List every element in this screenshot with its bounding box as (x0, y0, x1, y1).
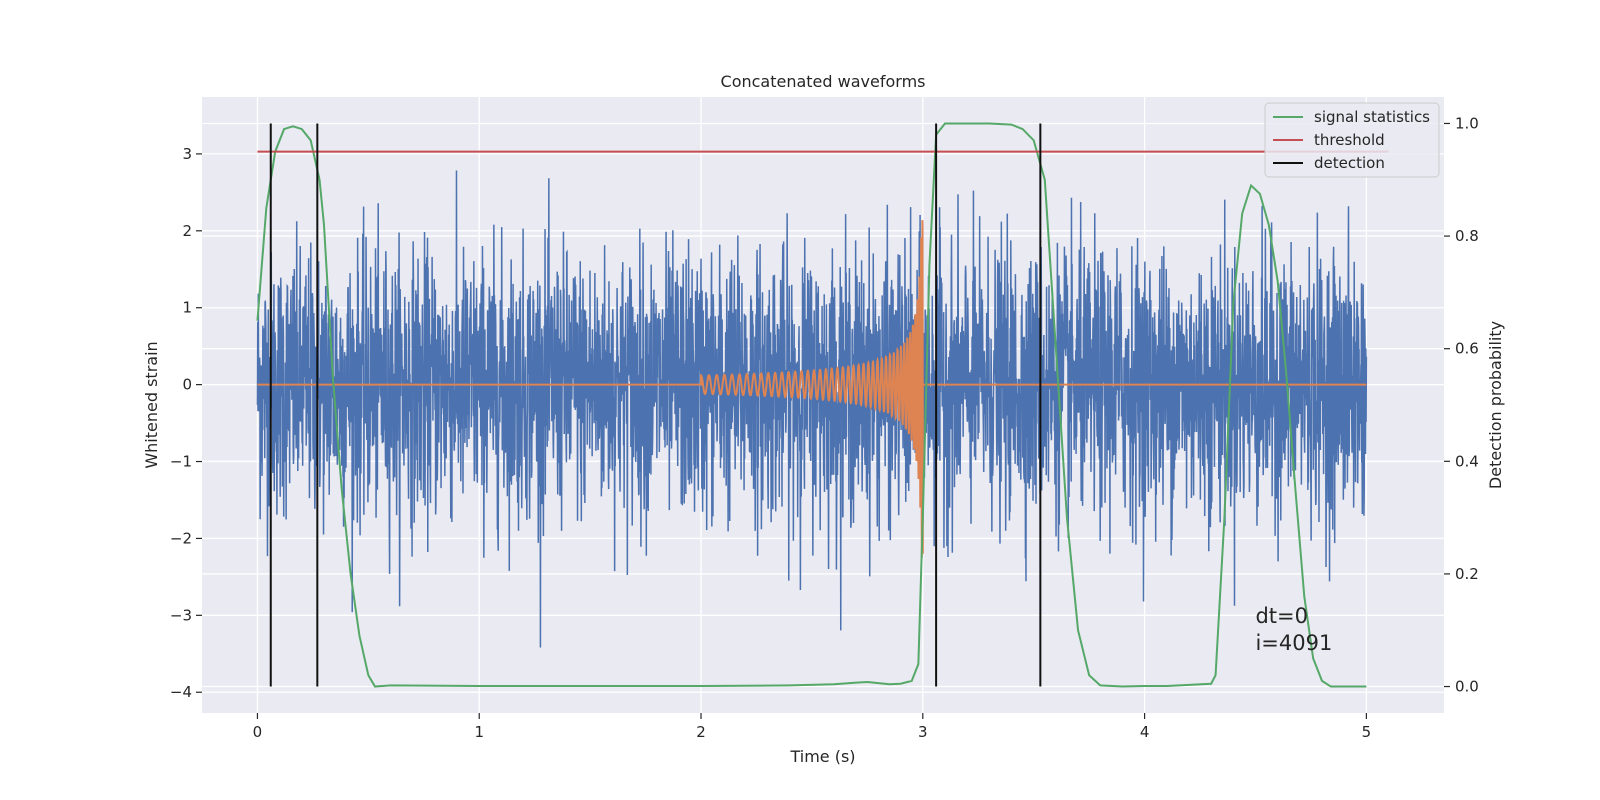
y-axis-title: Whitened strain (142, 341, 161, 468)
legend-box (1264, 102, 1440, 178)
annotation-dt: dt=0 (1255, 604, 1308, 628)
x-tick-label: 2 (696, 723, 706, 741)
x-tick-label: 3 (918, 723, 928, 741)
x-tick-label: 1 (474, 723, 484, 741)
legend-label-signal-statistics: signal statistics (1314, 108, 1430, 126)
y2-tick-label: 1.0 (1455, 114, 1479, 132)
y2-tick-label: 0.2 (1455, 565, 1479, 583)
x-tick-label: 4 (1140, 723, 1150, 741)
x-axis-title: Time (s) (789, 747, 855, 766)
y2-tick-label: 0.8 (1455, 227, 1479, 245)
legend-label-detection: detection (1314, 154, 1385, 172)
y2-axis-title: Detection probability (1486, 321, 1505, 489)
y-tick-label: 0 (182, 376, 192, 394)
axis-ticks: 0 1 2 3 4 5 −4 −3 −2 −1 0 1 2 3 0.0 0.2 0.4 0.6 0.8 1.0 (170, 114, 1479, 741)
y-tick-label: −2 (170, 529, 192, 547)
legend: signal statistics threshold detection (1264, 102, 1440, 178)
annotation-index: i=4091 (1255, 631, 1332, 655)
y2-tick-label: 0.4 (1455, 452, 1479, 470)
x-tick-label: 0 (253, 723, 263, 741)
y-tick-label: −3 (170, 606, 192, 624)
noise-series-line (256, 170, 1368, 648)
y-tick-label: 3 (182, 145, 192, 163)
x-tick-label: 5 (1362, 723, 1372, 741)
series-group (256, 122, 1389, 688)
chirp-series-line (257, 220, 1367, 558)
y2-tick-label: 0.6 (1455, 340, 1479, 358)
y2-tick-label: 0.0 (1455, 678, 1479, 696)
signal-statistics-line (256, 122, 1367, 688)
chart-title: Concatenated waveforms (721, 72, 926, 91)
y-tick-label: 2 (182, 222, 192, 240)
y-tick-label: −4 (170, 683, 192, 701)
y-tick-label: −1 (170, 453, 192, 471)
legend-label-threshold: threshold (1314, 131, 1385, 149)
y-tick-label: 1 (182, 299, 192, 317)
